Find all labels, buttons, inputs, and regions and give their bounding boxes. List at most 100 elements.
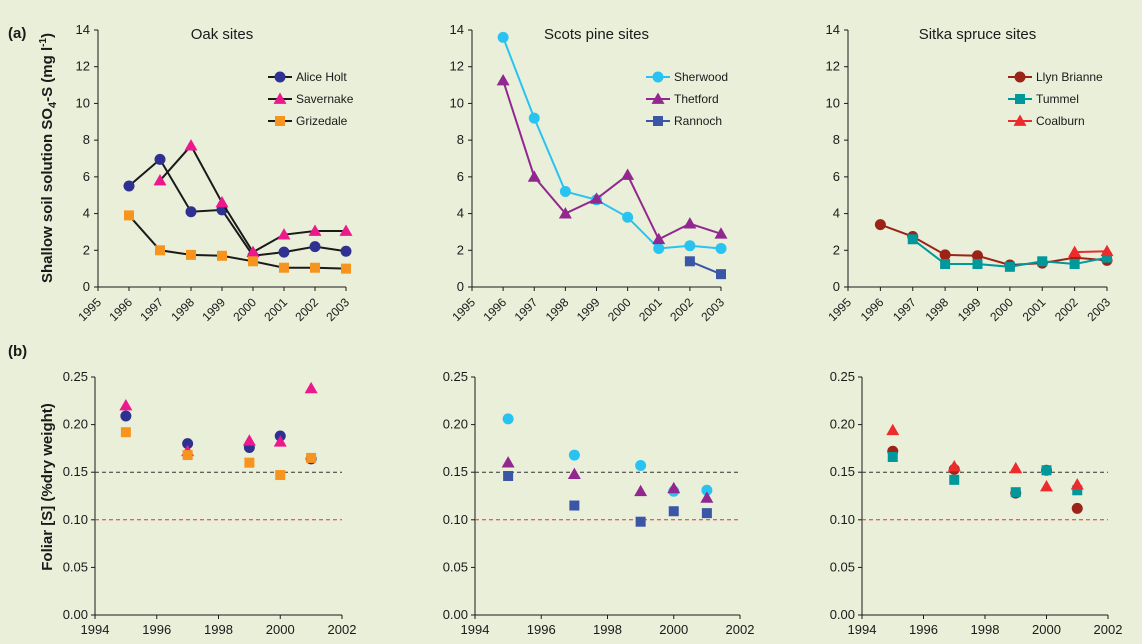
chart-1-point-grizedale xyxy=(186,249,196,260)
chart-5-y-tick-label: 0.20 xyxy=(443,417,468,432)
chart-6-x-tick-label: 1996 xyxy=(909,622,938,637)
chart-4-point-savernake xyxy=(304,381,318,394)
chart-6-point-tummel xyxy=(1010,487,1021,498)
chart-4-x-tick-label: 1994 xyxy=(81,622,110,637)
chart-1-title: Oak sites xyxy=(191,26,254,43)
chart-5-point-rannoch xyxy=(668,506,679,517)
chart-5-point-thetford xyxy=(700,491,714,503)
chart-2-legend-marker-thetford xyxy=(651,92,665,104)
chart-4-point-grizedale xyxy=(275,470,286,481)
chart-5-point-thetford xyxy=(667,481,681,494)
chart-4-point-grizedale xyxy=(120,427,131,438)
chart-6-y-tick-label: 0.10 xyxy=(830,512,855,527)
chart-2-y-tick-label: 2 xyxy=(457,242,464,257)
chart-5-point-rannoch xyxy=(701,508,712,519)
chart-2-point-thetford xyxy=(558,207,572,219)
chart-4-y-tick-label: 0.25 xyxy=(63,369,88,384)
chart-4-point-savernake xyxy=(273,435,287,447)
chart-1-series-line-grizedale xyxy=(128,214,347,270)
chart-5-point-sherwood xyxy=(701,484,713,496)
chart-1-point-alice-holt xyxy=(154,153,166,165)
chart-1-y-tick-label: 8 xyxy=(83,132,90,147)
chart-4-point-grizedale xyxy=(182,450,193,461)
chart-2-legend-marker-rannoch xyxy=(653,116,663,126)
chart-1-y-tick-label: 14 xyxy=(76,22,90,37)
chart-3-point-tummel xyxy=(1004,261,1015,272)
chart-5-x-tick-label: 2002 xyxy=(726,622,755,637)
chart-3-legend-marker-tummel xyxy=(1015,94,1025,104)
chart-1-point-savernake xyxy=(215,196,229,208)
chart-6-point-llyn-brianne xyxy=(1071,502,1083,514)
chart-6-y-tick-label: 0.00 xyxy=(830,607,855,622)
chart-6-y-tick-label: 0.15 xyxy=(830,464,855,479)
chart-1-legend-marker-grizedale xyxy=(275,116,285,126)
chart-6-point-coalburn xyxy=(1040,479,1053,492)
panel-label-a: (a) xyxy=(8,25,26,42)
chart-1-legend-label-alice-holt: Alice Holt xyxy=(296,70,347,84)
chart-3-point-llyn-brianne xyxy=(939,249,951,261)
chart-3-title: Sitka spruce sites xyxy=(919,26,1037,43)
chart-2-point-rannoch xyxy=(684,256,695,267)
chart-6-point-tummel xyxy=(887,451,898,462)
chart-3-y-tick-label: 0 xyxy=(833,279,840,294)
chart-3-series-line-coalburn xyxy=(1074,250,1108,254)
chart-6-y-tick-label: 0.05 xyxy=(830,559,855,574)
chart-1-point-savernake xyxy=(339,224,353,236)
chart-2-y-tick-label: 0 xyxy=(457,279,464,294)
chart-1-point-grizedale xyxy=(217,250,227,261)
chart-2-legend-label-sherwood: Sherwood xyxy=(674,70,728,84)
chart-5-point-rannoch xyxy=(635,516,646,527)
chart-2-title: Scots pine sites xyxy=(544,26,649,43)
chart-2-y-tick-label: 8 xyxy=(457,132,464,147)
chart-3-y-tick-label: 6 xyxy=(833,169,840,184)
chart-5-y-tick-label: 0.05 xyxy=(443,559,468,574)
chart-5-y-tick-label: 0.00 xyxy=(443,607,468,622)
chart-1-point-alice-holt xyxy=(278,246,290,258)
chart-6-x-tick-label: 2000 xyxy=(1032,622,1061,637)
chart-5-x-tick-label: 1998 xyxy=(593,622,622,637)
chart-3-point-llyn-brianne xyxy=(874,219,886,231)
chart-1-y-tick-label: 12 xyxy=(76,59,90,74)
chart-4-point-grizedale xyxy=(306,452,317,463)
chart-2-point-thetford xyxy=(683,217,697,229)
chart-1-y-tick-label: 4 xyxy=(83,206,90,221)
chart-5-point-sherwood xyxy=(568,449,580,461)
chart-1-legend-marker-savernake xyxy=(273,92,287,104)
chart-3-point-tummel xyxy=(1102,252,1112,263)
chart-3-legend-label-llyn-brianne: Llyn Brianne xyxy=(1036,70,1103,84)
chart-2-point-sherwood xyxy=(653,242,665,254)
chart-2-series-line-rannoch xyxy=(689,260,722,276)
chart-3-point-llyn-brianne xyxy=(972,250,983,262)
chart-1-legend-marker-alice-holt xyxy=(274,71,286,83)
chart-1-y-tick-label: 2 xyxy=(83,242,90,257)
chart-3-y-tick-label: 4 xyxy=(833,206,840,221)
chart-3-point-tummel xyxy=(907,234,918,245)
chart-2-point-thetford xyxy=(652,232,666,245)
chart-4-y-tick-label: 0.15 xyxy=(63,464,88,479)
chart-1-legend-label-savernake: Savernake xyxy=(296,92,354,106)
chart-6-x-tick-label: 1994 xyxy=(848,622,877,637)
chart-1-point-savernake xyxy=(308,224,322,236)
chart-2-legend-marker-sherwood xyxy=(652,71,664,83)
chart-5-x-tick-label: 2000 xyxy=(659,622,688,637)
chart-3-legend-marker-coalburn xyxy=(1013,114,1027,126)
chart-1-point-savernake xyxy=(184,139,198,151)
chart-4-y-tick-label: 0.00 xyxy=(63,607,88,622)
chart-6-y-tick-label: 0.25 xyxy=(830,369,855,384)
chart-2-point-sherwood xyxy=(622,211,634,223)
chart-2-legend-label-thetford: Thetford xyxy=(674,92,719,106)
chart-6-point-tummel xyxy=(1072,485,1083,496)
chart-3-y-tick-label: 8 xyxy=(833,132,840,147)
chart-1-y-tick-label: 0 xyxy=(83,279,90,294)
chart-2-point-sherwood xyxy=(559,186,571,198)
chart-6-point-coalburn xyxy=(947,459,961,472)
chart-6-point-coalburn xyxy=(886,423,900,436)
chart-5-point-thetford xyxy=(501,456,515,468)
chart-3-point-tummel xyxy=(972,259,983,270)
chart-2-point-sherwood xyxy=(715,242,727,254)
chart-2-point-sherwood xyxy=(528,112,540,124)
chart-3-legend-label-tummel: Tummel xyxy=(1036,92,1079,106)
chart-3-point-tummel xyxy=(1069,259,1080,270)
chart-2-point-thetford xyxy=(621,168,635,180)
